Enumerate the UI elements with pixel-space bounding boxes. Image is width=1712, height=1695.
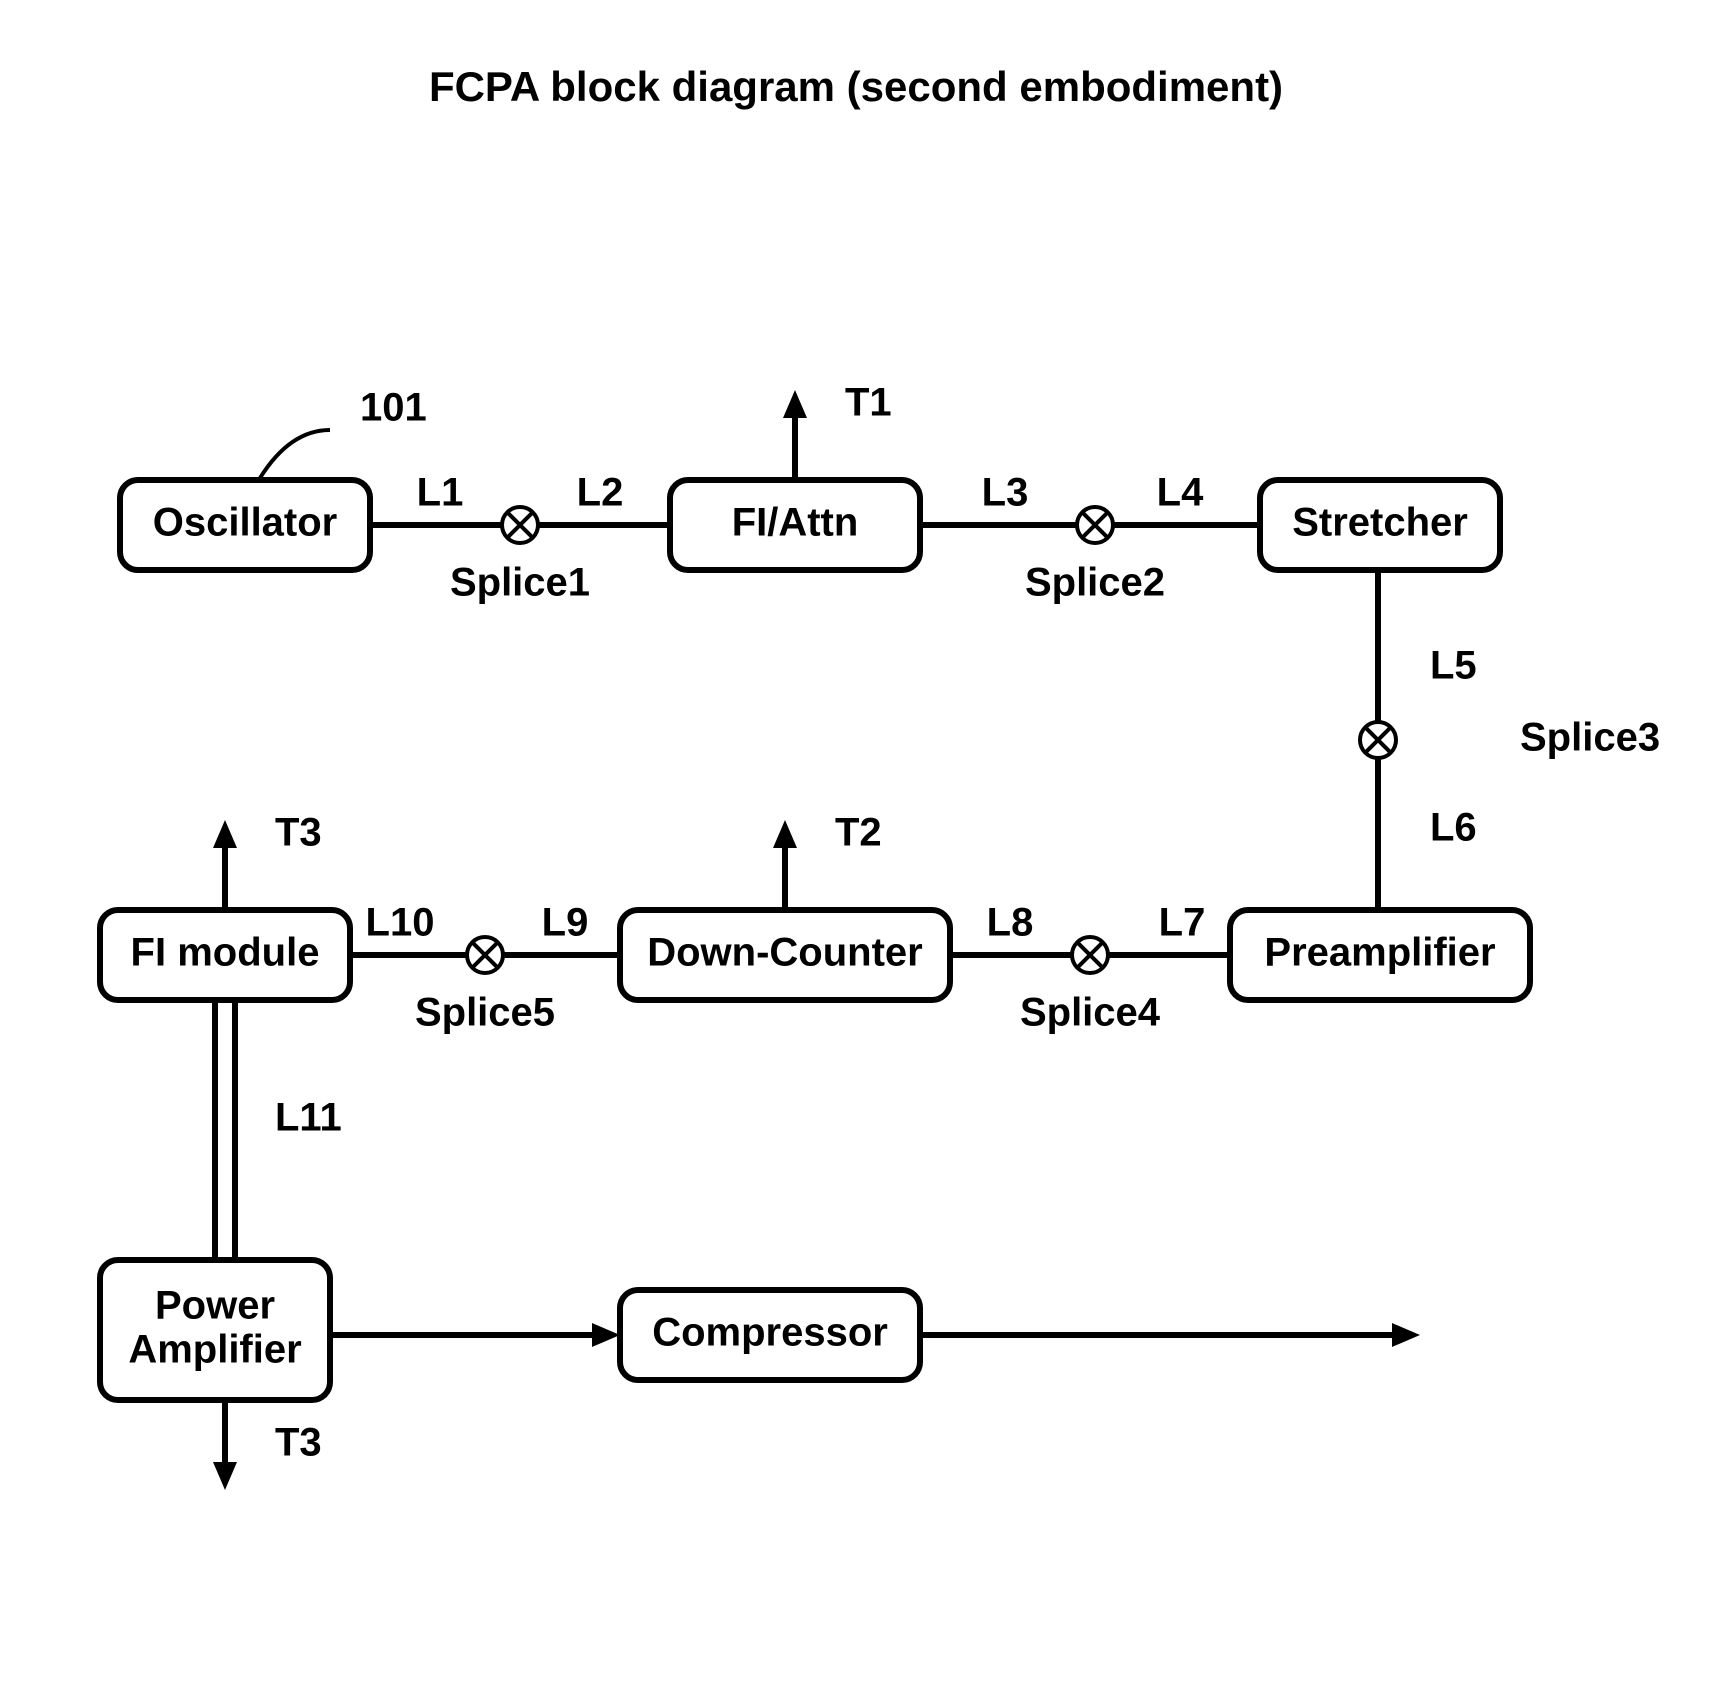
- tap-T2-label: T2: [835, 811, 882, 855]
- label-L6: L6: [1430, 806, 1477, 850]
- label-L3: L3: [982, 471, 1029, 515]
- down-counter-block-label: Down-Counter: [647, 931, 923, 975]
- splice1-label: Splice1: [450, 561, 590, 605]
- arrow-head-icon: [783, 390, 807, 418]
- diagram-title: FCPA block diagram (second embodiment): [429, 63, 1283, 110]
- ref-101-leader: [260, 430, 330, 478]
- compressor-block-label: Compressor: [652, 1311, 888, 1355]
- fi-module-block-label: FI module: [131, 931, 320, 975]
- preamplifier-block-label: Preamplifier: [1264, 931, 1495, 975]
- label-L9: L9: [542, 901, 589, 945]
- label-L5: L5: [1430, 644, 1477, 688]
- ref-101-label: 101: [360, 386, 427, 430]
- arrow-head-icon: [773, 820, 797, 848]
- arrow-head-icon: [592, 1323, 620, 1347]
- fiattn-block-label: FI/Attn: [732, 501, 859, 545]
- splice5-label: Splice5: [415, 991, 555, 1035]
- arrow-head-icon: [213, 820, 237, 848]
- label-L10: L10: [366, 901, 435, 945]
- label-L4: L4: [1157, 471, 1204, 515]
- label-L8: L8: [987, 901, 1034, 945]
- splice4-label: Splice4: [1020, 991, 1161, 1035]
- oscillator-block-label: Oscillator: [153, 501, 338, 545]
- label-L11: L11: [275, 1096, 342, 1140]
- label-L1: L1: [417, 471, 464, 515]
- label-L2: L2: [577, 471, 624, 515]
- tap-T1-label: T1: [845, 381, 892, 425]
- arrow-head-icon: [1392, 1323, 1420, 1347]
- tap-T3b-label: T3: [275, 1421, 322, 1465]
- power-amplifier-block-label2: Amplifier: [128, 1328, 301, 1372]
- stretcher-block-label: Stretcher: [1292, 501, 1468, 545]
- power-amplifier-block-label1: Power: [155, 1284, 275, 1328]
- arrow-head-icon: [213, 1462, 237, 1490]
- label-L7: L7: [1159, 901, 1206, 945]
- splice2-label: Splice2: [1025, 561, 1165, 605]
- tap-T3a-label: T3: [275, 811, 322, 855]
- splice3-label: Splice3: [1520, 716, 1660, 760]
